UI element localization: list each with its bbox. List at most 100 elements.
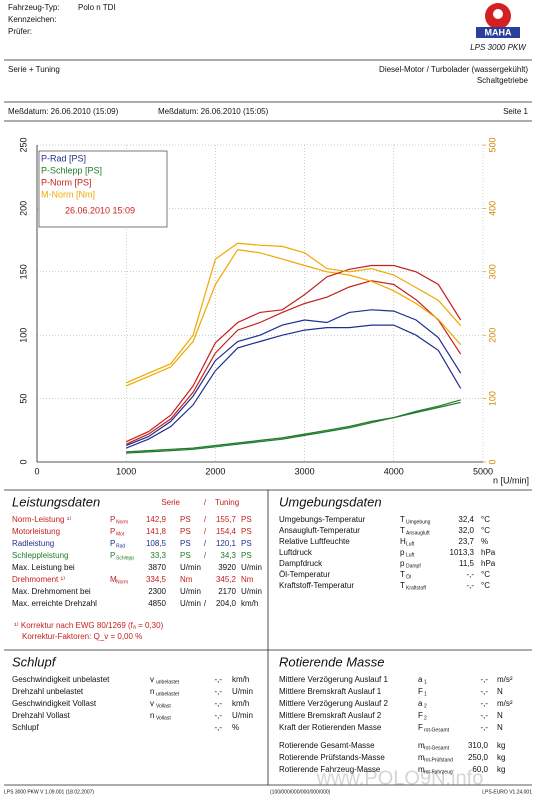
cell-sym: m [418,765,425,774]
cell-u2: Nm [241,575,254,584]
cell-u1: U/min [180,563,201,572]
cell-sym: a [418,675,423,684]
cell-sub: Schlepp [116,555,134,561]
note: Korrektur-Faktoren: Q_v = 0,00 % [22,632,142,641]
cell-sub: unbelastet [156,679,180,685]
cell-sym: n [150,687,154,696]
cell-u: kg [497,753,505,762]
cell-sub: Luft [406,552,415,558]
column-sep: / [204,498,207,507]
cell-sep: / [204,527,207,536]
cell-label: Schleppleistung [12,551,68,560]
cell-label: Mittlere Bremskraft Auslauf 2 [279,711,382,720]
cell-sym: M [110,575,117,584]
cell-v: -,- [214,675,222,684]
section-title: Umgebungsdaten [279,494,382,509]
cell-sym: F [418,711,423,720]
cell-sym: P [110,515,115,524]
cell-sep: / [204,539,207,548]
cell-sym: a [418,699,423,708]
section-title: Schlupf [12,654,57,669]
cell-sym: H [400,537,406,546]
cell-sub: rot-Gesamt [424,745,450,751]
cell-label: Max. erreichte Drehzahl [12,599,97,608]
cell-sub: Umgebung [406,519,431,525]
column-head: Serie [161,498,180,507]
cell-sym: P [110,527,115,536]
cell-v: 23,7 [458,537,474,546]
x-tick-label: 0 [34,466,39,476]
cell-sep: / [204,551,207,560]
cell-v1: 2300 [148,587,166,596]
series-line [125,324,462,449]
x-tick-label: 4000 [384,466,404,476]
cell-sym: p [400,548,405,557]
cell-v2: 2170 [218,587,236,596]
cell-u2: km/h [241,599,258,608]
x-tick-label: 3000 [295,466,315,476]
mode: Serie + Tuning [8,65,60,74]
cell-label: Schlupf [12,723,39,732]
cell-sym: T [400,526,405,535]
cell-sym: v [150,699,154,708]
cell-v: -,- [480,699,488,708]
cell-u: °C [481,515,490,524]
cell-sym: T [400,581,405,590]
cell-v: -,- [214,711,222,720]
cell-v: 250,0 [468,753,489,762]
cell-u: N [497,687,503,696]
footer-center: (100/000/000/000/000/000) [270,789,331,795]
cell-sub: Kraftstoff [406,585,427,591]
cell-label: Relative Luftfeuchte [279,537,350,546]
cell-v: -,- [214,687,222,696]
cell-v1: 33,3 [150,551,166,560]
logo-band [476,27,520,38]
cell-sub: Vollast [156,715,171,721]
y-tick-label: 100 [18,328,28,343]
cell-sub: Vollast [156,703,171,709]
legend-note: 26.06.2010 15:09 [65,205,135,215]
cell-label: Kraftstoff-Temperatur [279,581,354,590]
cell-u: °C [481,526,490,535]
cell-u: m/s² [497,699,513,708]
vehicle-label: Fahrzeug-Typ: [8,3,60,12]
cell-sym: P [110,539,115,548]
plate-label: Kennzeichen: [8,15,56,24]
cell-label: Mittlere Verzögerung Auslauf 1 [279,675,389,684]
cell-label: Drehzahl unbelastet [12,687,84,696]
cell-sub: rot-Prüfstand [424,757,453,763]
cell-v: -,- [480,687,488,696]
cell-v2: 345,2 [216,575,237,584]
x-tick-label: 2000 [205,466,225,476]
cell-u1: U/min [180,599,201,608]
y2-tick-label: 400 [487,201,497,216]
cell-sym: F [418,723,423,732]
cell-v1: 334,5 [146,575,167,584]
cell-sep: / [204,515,207,524]
cell-v: 32,0 [458,526,474,535]
cell-label: Dampfdruck [279,559,323,568]
legend-entry: P-Schlepp [PS] [41,165,102,175]
y2-tick-label: 300 [487,264,497,279]
cell-label: Ansaugluft-Temperatur [279,526,360,535]
cell-v: -,- [466,581,474,590]
cell-u2: U/min [241,587,262,596]
cell-sub: Norm [116,579,128,585]
section-title: Leistungsdaten [12,494,100,509]
engine: Diesel-Motor / Turbolader (wassergekühlt… [379,65,528,74]
y-tick-label: 0 [18,459,28,464]
cell-u: kg [497,741,505,750]
cell-v: 11,5 [459,559,475,568]
model: LPS 3000 PKW [470,43,527,52]
y-tick-label: 200 [18,201,28,216]
cell-u: U/min [232,687,253,696]
cell-sub: Mot [116,531,125,537]
cell-label: Umgebungs-Temperatur [279,515,366,524]
series-line [125,280,462,445]
cell-u2: PS [241,515,252,524]
cell-v: -,- [214,699,222,708]
cell-v1: 108,5 [146,539,167,548]
cell-u: % [232,723,239,732]
cell-label: Drehzahl Vollast [12,711,71,720]
